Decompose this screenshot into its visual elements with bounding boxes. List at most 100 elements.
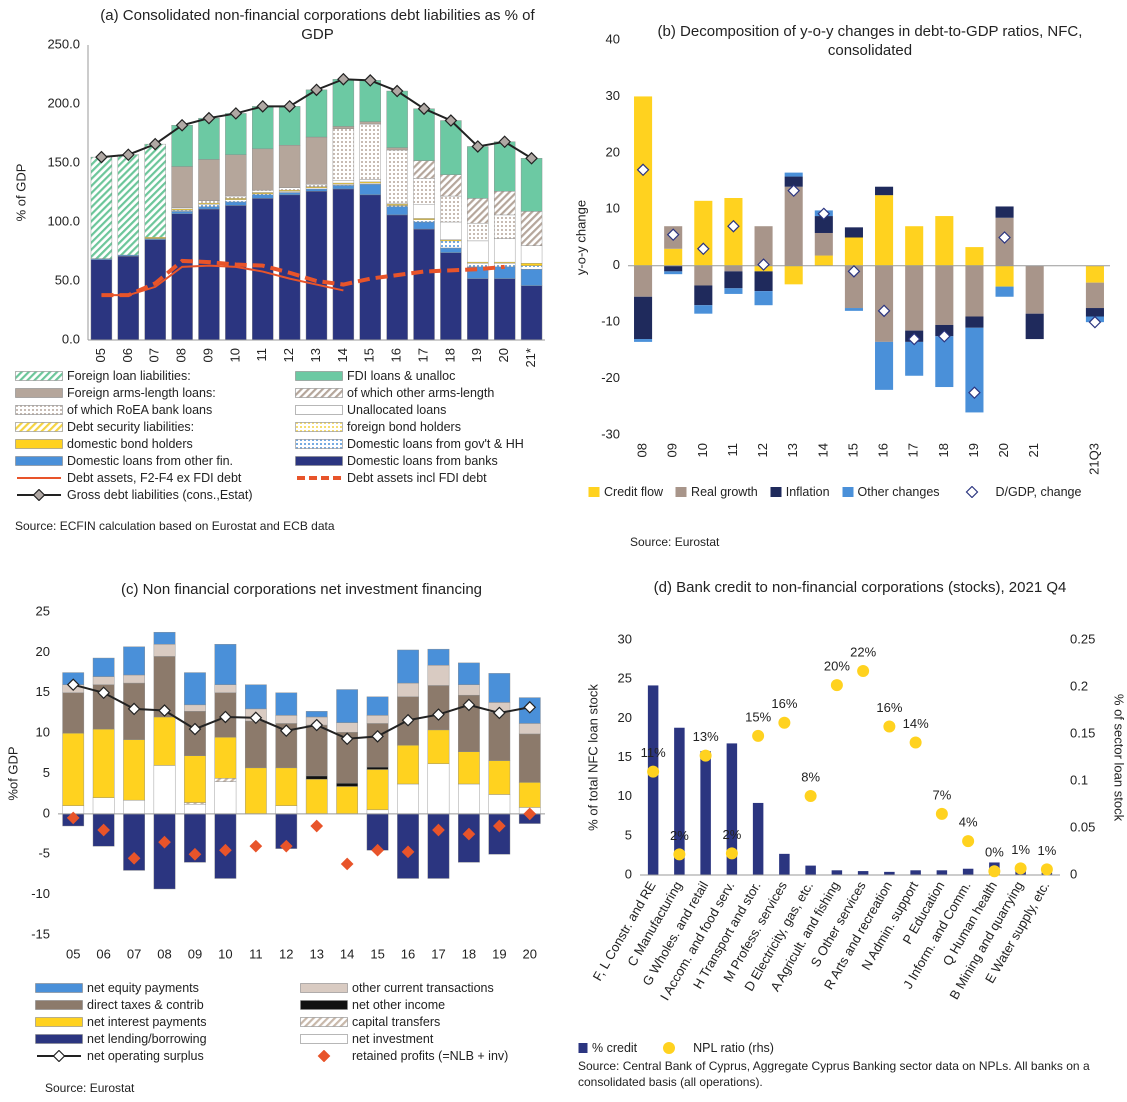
marker xyxy=(444,114,458,127)
data-label: 13% xyxy=(693,729,719,744)
legend-label: Domestic loans from gov't & HH xyxy=(347,437,524,451)
data-label: 14% xyxy=(903,716,929,731)
x-tick-label: 20 xyxy=(523,946,537,961)
legend-label: retained profits (=NLB + inv) xyxy=(352,1049,509,1063)
bar xyxy=(225,201,247,206)
legend-label: Inflation xyxy=(785,485,830,499)
marker xyxy=(188,847,202,861)
marker xyxy=(968,386,981,400)
legend-swatch xyxy=(300,1000,348,1010)
y-tick-label: 20 xyxy=(36,644,50,659)
marker xyxy=(371,730,384,743)
marker xyxy=(847,265,861,278)
bar xyxy=(724,271,743,289)
x-tick-label: 13 xyxy=(308,348,323,362)
y2-axis-label: % of sector loan stock xyxy=(1112,694,1127,822)
y-tick-label: 20 xyxy=(618,710,632,725)
y-tick-label: -20 xyxy=(601,370,620,385)
bar xyxy=(805,865,816,875)
marker xyxy=(752,729,765,742)
marker xyxy=(492,706,506,720)
bar xyxy=(844,237,863,266)
swatch xyxy=(300,1034,348,1044)
y-axis-label: % of total NFC loan stock xyxy=(585,684,600,831)
marker xyxy=(492,819,506,833)
bar xyxy=(440,195,462,223)
swatch xyxy=(35,1034,83,1044)
legend-item: Credit flow xyxy=(588,484,663,500)
bar xyxy=(336,689,359,723)
bar xyxy=(784,172,803,177)
bar xyxy=(214,684,237,693)
bar xyxy=(366,696,389,716)
bar xyxy=(184,802,206,805)
legend-item: Domestic loans from banks xyxy=(295,453,565,469)
swatch xyxy=(588,487,600,497)
bar xyxy=(488,711,511,761)
marker xyxy=(127,851,141,865)
bar xyxy=(458,662,480,685)
x-tick-label: 21Q3 xyxy=(1086,443,1101,475)
x-tick-label: 21 xyxy=(1026,443,1041,457)
bar xyxy=(910,870,921,875)
bar xyxy=(278,187,301,191)
swatch xyxy=(842,487,854,497)
bar xyxy=(488,794,511,815)
x-tick-label: 09 xyxy=(665,443,680,457)
data-label: 1% xyxy=(1037,843,1056,858)
x-tick-label: 15 xyxy=(370,946,384,961)
legend-label: Foreign arms-length loans: xyxy=(67,386,216,400)
x-tick-label: 09 xyxy=(188,946,202,961)
data-label: 4% xyxy=(959,815,978,830)
marker xyxy=(636,163,650,177)
legend-swatch xyxy=(842,487,854,497)
x-tick-label: 16 xyxy=(389,348,404,362)
x-tick-label: 05 xyxy=(93,348,108,362)
bar xyxy=(413,228,435,341)
bar xyxy=(214,778,237,782)
bar xyxy=(397,783,419,815)
bar xyxy=(440,174,462,197)
marker xyxy=(127,702,141,716)
marker xyxy=(188,722,202,736)
bar xyxy=(427,685,450,731)
swatch xyxy=(15,371,63,381)
y-tick-label: 15 xyxy=(618,749,632,764)
marker xyxy=(965,486,978,498)
legend-swatch xyxy=(770,487,782,497)
marker xyxy=(663,1042,676,1054)
marker xyxy=(310,718,324,732)
marker xyxy=(158,835,171,849)
x-tick-label: 10 xyxy=(695,443,710,457)
bar xyxy=(1025,265,1044,314)
y-tick-label: 100.0 xyxy=(47,213,80,228)
legend-swatch xyxy=(295,405,343,415)
legend-item: foreign bond holders xyxy=(295,419,565,435)
bar xyxy=(413,219,435,223)
y-tick-label: 25 xyxy=(36,603,50,618)
legend-label: Debt assets, F2-F4 ex FDI debt xyxy=(67,471,242,485)
data-label: 2% xyxy=(722,827,741,842)
marker xyxy=(401,713,415,727)
marker xyxy=(523,807,537,821)
bar xyxy=(332,185,355,190)
bar xyxy=(844,265,863,309)
legend-item: Foreign arms-length loans: xyxy=(15,385,285,401)
y-tick-label: 30 xyxy=(618,631,632,646)
bar xyxy=(634,339,653,342)
bar xyxy=(493,191,516,216)
legend-label: Real growth xyxy=(691,485,758,499)
legend: Credit flow Real growth Inflation Other cha… xyxy=(588,484,1123,500)
swatch xyxy=(15,422,63,432)
bar xyxy=(332,79,355,127)
bar xyxy=(440,247,462,253)
bar xyxy=(784,176,803,187)
x-tick-label: 16 xyxy=(401,946,415,961)
swatch xyxy=(295,405,343,415)
legend-swatch xyxy=(295,422,343,432)
bar xyxy=(336,782,359,787)
legend-item: Gross debt liabilities (cons.,Estat) xyxy=(15,487,285,503)
marker xyxy=(432,708,445,721)
x-tick-label: 18 xyxy=(442,348,457,362)
